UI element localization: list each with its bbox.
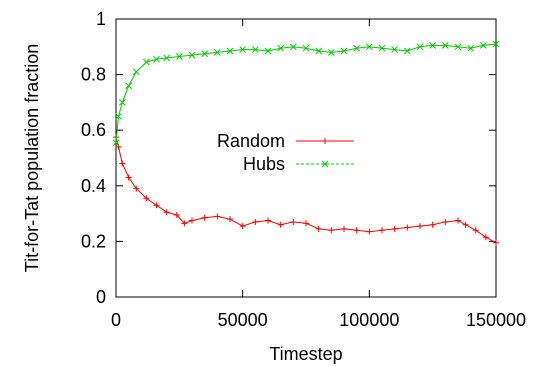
data-point-hubs — [277, 44, 285, 52]
data-point-random — [455, 217, 461, 224]
data-point-random — [277, 221, 284, 228]
data-point-random — [482, 234, 489, 241]
data-point-random — [173, 211, 180, 218]
data-point-random — [442, 218, 449, 225]
data-point-random — [227, 216, 233, 223]
data-point-random — [315, 225, 322, 232]
data-point-hubs — [416, 43, 424, 51]
data-point-random — [328, 227, 335, 234]
data-point-hubs — [153, 55, 160, 63]
y-tick-label: 0.6 — [81, 120, 106, 140]
plot-frame — [115, 18, 497, 298]
data-point-random — [493, 239, 499, 246]
x-tick-label: 50000 — [218, 310, 268, 330]
data-point-random — [379, 227, 385, 234]
data-point-random — [153, 202, 160, 209]
data-point-hubs — [118, 99, 126, 106]
data-point-hubs — [188, 51, 196, 59]
x-tick-label: 150000 — [466, 310, 526, 330]
data-point-random — [201, 214, 208, 221]
x-tick-label: 0 — [111, 310, 121, 330]
legend-marker-hubs — [321, 160, 329, 168]
data-point-random — [181, 220, 188, 227]
x-axis-label: Timestep — [269, 344, 342, 364]
data-point-hubs — [315, 47, 323, 55]
data-point-hubs — [115, 112, 122, 120]
data-point-hubs — [125, 82, 133, 90]
data-point-hubs — [239, 46, 247, 53]
data-point-random — [472, 227, 479, 234]
data-point-hubs — [492, 40, 500, 48]
data-point-random — [133, 185, 140, 192]
data-point-hubs — [112, 139, 120, 147]
data-point-hubs — [213, 49, 221, 56]
data-point-hubs — [429, 42, 437, 49]
data-point-random — [189, 217, 195, 224]
legend-label-hubs: Hubs — [243, 154, 285, 174]
data-point-hubs — [175, 53, 183, 60]
legend-marker-random — [322, 138, 328, 144]
data-point-random — [125, 174, 132, 181]
y-tick-label: 0.2 — [81, 231, 106, 251]
data-point-random — [429, 221, 436, 228]
data-point-random — [163, 209, 170, 216]
data-point-random — [143, 195, 150, 202]
data-point-hubs — [226, 47, 234, 55]
data-point-hubs — [289, 43, 297, 51]
series-line-hubs — [115, 43, 497, 143]
data-point-random — [252, 218, 259, 225]
y-tick-label: 0 — [96, 287, 106, 307]
data-point-hubs — [365, 43, 373, 51]
data-point-hubs — [201, 50, 209, 58]
data-point-random — [214, 213, 221, 220]
data-point-hubs — [251, 46, 259, 53]
data-point-hubs — [403, 47, 411, 55]
data-point-hubs — [441, 42, 449, 49]
data-point-random — [303, 220, 309, 227]
data-point-random — [290, 218, 297, 225]
data-point-random — [462, 221, 469, 228]
data-point-hubs — [163, 54, 171, 62]
data-point-random — [341, 225, 347, 232]
data-point-hubs — [454, 43, 462, 51]
data-point-random — [265, 217, 271, 224]
data-point-hubs — [391, 46, 399, 53]
data-point-random — [391, 225, 398, 232]
y-tick-label: 0.4 — [81, 176, 106, 196]
data-point-hubs — [302, 44, 310, 52]
data-point-hubs — [479, 42, 487, 49]
data-point-hubs — [132, 68, 140, 76]
data-point-random — [366, 228, 373, 235]
data-point-hubs — [264, 47, 272, 55]
legend-label-random: Random — [217, 131, 285, 151]
data-point-hubs — [353, 44, 361, 52]
data-point-hubs — [327, 49, 335, 56]
y-tick-label: 1 — [96, 9, 106, 29]
data-point-hubs — [467, 44, 475, 52]
data-point-random — [239, 223, 246, 230]
y-axis-label: Tit-for-Tat population fraction — [22, 44, 42, 272]
y-tick-label: 0.8 — [81, 65, 106, 85]
data-point-hubs — [378, 44, 386, 52]
data-point-hubs — [340, 47, 348, 55]
data-point-random — [119, 160, 126, 167]
x-tick-label: 100000 — [339, 310, 399, 330]
data-point-hubs — [143, 58, 150, 66]
data-point-random — [417, 223, 423, 230]
series-line-random — [115, 137, 497, 244]
data-point-random — [404, 224, 411, 231]
data-point-random — [353, 227, 360, 234]
